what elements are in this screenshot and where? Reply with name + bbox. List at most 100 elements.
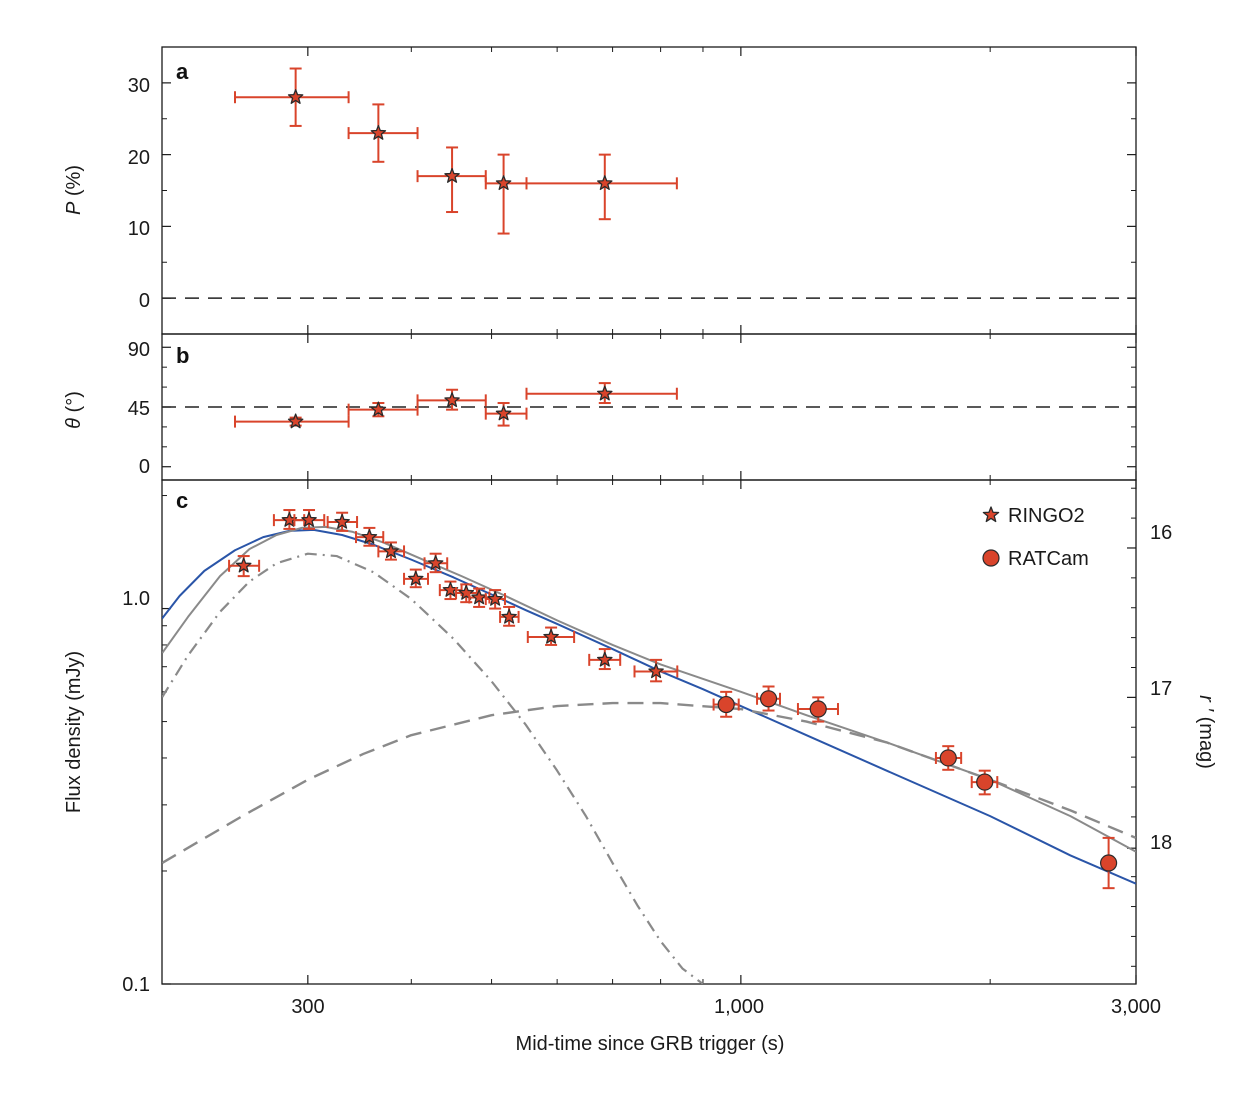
panel-c-ratcam-point — [934, 745, 963, 771]
panel-c-right-tick-labels: 16 17 18 — [1150, 522, 1172, 854]
panel-c-ratcam-circle-marker — [759, 690, 778, 708]
panel-c-ringo2-star-marker — [487, 590, 503, 606]
panel-b-star-marker — [370, 401, 387, 417]
panel-c-ringo2-star-marker — [597, 651, 613, 667]
panel-c-ringo2-point — [293, 509, 326, 530]
panel-b-ytick-label: 45 — [128, 398, 150, 420]
panel-b-star-marker — [597, 385, 613, 401]
panel-c-ringo2-point — [326, 511, 359, 532]
panel-c-ringo2-star-marker — [383, 543, 399, 559]
panel-c-ratcam-circle-marker — [976, 773, 994, 791]
panel-c-ringo2-point — [228, 555, 261, 578]
panel-b-point — [525, 382, 678, 405]
panel-c-ringo2-point — [403, 568, 429, 589]
panel-c-ringo2-star-marker — [648, 663, 664, 679]
panel-a-star-marker — [597, 175, 613, 191]
panel-c-ringo2-star-marker — [458, 584, 475, 600]
panel-c-ringo2-star-marker — [543, 628, 559, 644]
panel-a-point — [416, 146, 487, 214]
panel-c-ratcam-point — [712, 690, 740, 718]
panel-a-star-marker — [370, 124, 387, 140]
panel-c-right-tick-label: 17 — [1150, 678, 1172, 700]
panel-b-star-marker — [495, 405, 512, 421]
panel-c-ringo2-point — [438, 580, 463, 601]
panel-c-ratcam-point — [970, 769, 999, 796]
panel-c-ringo2-point — [633, 658, 679, 683]
panel-c-ratcam-point — [1100, 836, 1118, 890]
panel-c-ylabel: Flux density (mJy) — [63, 651, 85, 813]
panel-b-point — [416, 388, 487, 411]
panel-c-ringo2-point — [484, 589, 506, 610]
panel-a-frame — [161, 46, 1137, 335]
panel-a: a 0 10 20 30 P (%) — [63, 46, 1137, 335]
panel-a-ytick-label: 20 — [128, 147, 150, 169]
panel-c-ringo2-star-marker — [471, 589, 487, 605]
panel-a-point — [484, 153, 528, 235]
panel-a-ytick-label: 30 — [128, 75, 150, 97]
panel-c-marks — [161, 480, 1137, 985]
panel-b-star-marker — [287, 413, 304, 429]
panel-c: c 0.1 1.0 16 17 18 300 1,000 3,000 Mid-t… — [63, 479, 1217, 1055]
panel-c-ringo2-star-marker — [361, 528, 378, 544]
panel-a-ytick-label: 10 — [128, 218, 150, 240]
panel-c-xtick-labels: 300 1,000 3,000 — [291, 996, 1161, 1018]
panel-c-ytick-label: 0.1 — [122, 974, 150, 996]
panel-a-point — [233, 67, 350, 127]
legend-star-icon — [982, 506, 1000, 523]
panel-c-ringo2-star-marker — [501, 608, 517, 624]
panel-c-ringo2-point — [499, 605, 520, 627]
panel-b-ytick-label: 90 — [128, 339, 150, 361]
panel-c-ringo2-point — [423, 552, 449, 574]
gray-dashdot-curve — [162, 552, 704, 984]
panel-c-right-ylabel: r ′ (mag) — [1195, 695, 1217, 769]
series-ringo2 — [228, 509, 679, 683]
panel-c-ratcam-circle-marker — [939, 749, 957, 767]
panel-c-ratcam-circle-marker — [717, 695, 735, 714]
panel-c-ringo2-point — [526, 626, 576, 646]
panel-a-ytick-label: 0 — [139, 290, 150, 312]
panel-a-star-marker — [287, 89, 304, 104]
panel-c-ringo2-star-marker — [301, 511, 317, 527]
blue-model-curve — [162, 528, 1136, 885]
panel-c-label: c — [176, 488, 188, 513]
panel-b-star-marker — [444, 392, 460, 408]
legend: RINGO2 RATCam — [982, 505, 1089, 570]
panel-c-ringo2-star-marker — [407, 570, 424, 586]
panel-c-right-tick-label: 18 — [1150, 832, 1172, 854]
panel-b-ytick-label: 0 — [139, 456, 150, 478]
panel-b-point — [233, 413, 350, 429]
panel-b: b 0 45 90 θ (°) — [63, 333, 1137, 481]
panel-c-ringo2-point — [377, 541, 406, 561]
gray-dashed-curve — [162, 701, 1136, 865]
panel-a-star-marker — [495, 175, 512, 191]
panel-c-ratcam-circle-marker — [1100, 854, 1118, 872]
legend-circle-icon — [982, 549, 1000, 567]
x-axis-label: Mid-time since GRB trigger (s) — [516, 1033, 785, 1055]
legend-label-ringo2: RINGO2 — [1008, 505, 1085, 527]
panel-b-ylabel: θ (°) — [63, 391, 85, 429]
x-tick-label: 1,000 — [714, 996, 764, 1018]
panel-c-ringo2-point — [355, 526, 385, 547]
panel-c-ringo2-point — [588, 648, 622, 671]
legend-label-ratcam: RATCam — [1008, 548, 1089, 570]
panel-a-point — [347, 103, 419, 163]
panel-c-ratcam-point — [756, 685, 782, 712]
panel-c-frame — [161, 479, 1137, 985]
panel-c-right-tick-label: 16 — [1150, 522, 1172, 544]
panel-c-ringo2-star-marker — [235, 557, 252, 573]
panel-c-ringo2-star-marker — [334, 513, 350, 529]
panel-a-ylabel: P (%) — [63, 165, 85, 215]
panel-c-ytick-labels: 0.1 1.0 — [122, 588, 150, 996]
panel-b-label: b — [176, 343, 189, 368]
panel-b-ytick-labels: 0 45 90 — [128, 339, 150, 478]
panel-c-ratcam-circle-marker — [809, 700, 827, 718]
panel-b-point — [347, 401, 419, 418]
gray-total-curve — [162, 525, 1136, 853]
legend-star-shape — [982, 506, 1000, 523]
panel-a-marks — [161, 46, 1137, 335]
panel-b-point — [484, 402, 528, 427]
panel-c-curves — [162, 525, 1136, 984]
panel-c-ytick-label: 1.0 — [122, 588, 150, 610]
panel-b-marks — [161, 334, 1137, 480]
